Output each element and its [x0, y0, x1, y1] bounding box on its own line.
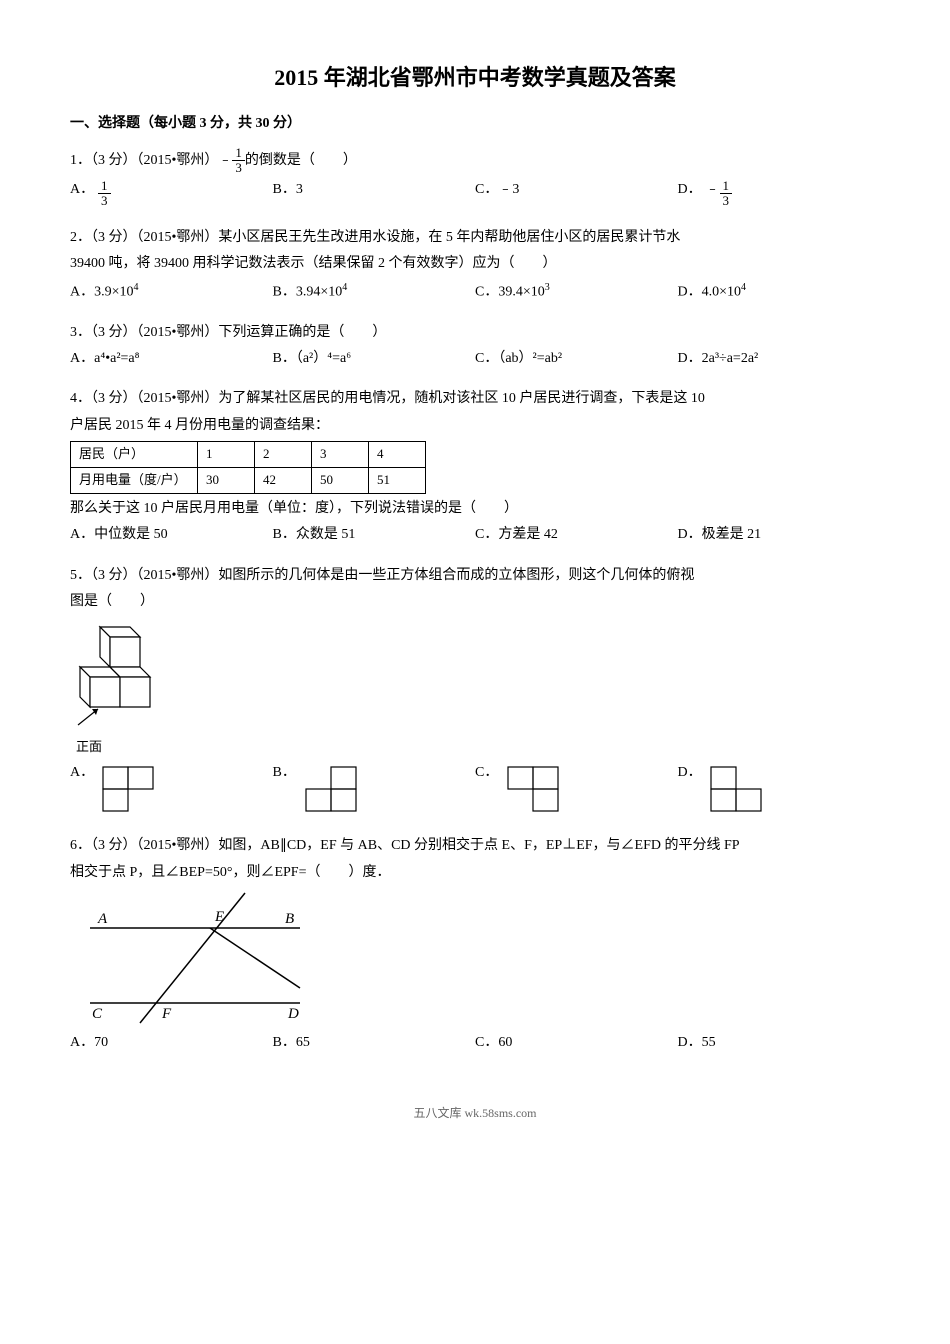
q2-line1: 2．（3 分）（2015•鄂州）某小区居民王先生改进用水设施，在 5 年内帮助他…: [70, 227, 880, 249]
question-6: 6．（3 分）（2015•鄂州）如图，AB∥CD，EF 与 AB、CD 分别相交…: [70, 835, 880, 1054]
topview-c-icon: [503, 762, 573, 817]
label-E: E: [214, 909, 224, 925]
q3-opt-a: A．a⁴•a²=a⁸: [70, 348, 273, 370]
q5-opt-d: D．: [678, 762, 881, 817]
question-1: 1．（3 分）（2015•鄂州）﹣13的倒数是（ ） A． 13 B．3 C．﹣…: [70, 146, 880, 209]
question-4: 4．（3 分）（2015•鄂州）为了解某社区居民的用电情况，随机对该社区 10 …: [70, 388, 880, 546]
cube-figure-icon: [70, 617, 170, 737]
q3-opt-d: D．2a³÷a=2a²: [678, 348, 881, 370]
q4-table: 居民（户） 1 2 3 4 月用电量（度/户） 30 42 50 51: [70, 441, 426, 494]
q2-opt-a: A．3.9×104: [70, 280, 273, 304]
q6-geometry-figure: A E B C F D: [70, 888, 320, 1028]
q4-opt-d: D．极差是 21: [678, 524, 881, 546]
topview-b-icon: [301, 762, 371, 817]
q1-stem-pre: 1．（3 分）（2015•鄂州）﹣: [70, 153, 232, 168]
q4-opt-b: B．众数是 51: [273, 524, 476, 546]
q1-frac: 13: [232, 146, 245, 176]
q4-line1: 4．（3 分）（2015•鄂州）为了解某社区居民的用电情况，随机对该社区 10 …: [70, 388, 880, 410]
q5-front-label: 正面: [76, 737, 880, 758]
page-title: 2015 年湖北省鄂州市中考数学真题及答案: [70, 60, 880, 95]
q3-stem: 3．（3 分）（2015•鄂州）下列运算正确的是（ ）: [70, 322, 880, 344]
q6-opt-c: C．60: [475, 1032, 678, 1054]
q4-opt-a: A．中位数是 50: [70, 524, 273, 546]
q4-opt-c: C．方差是 42: [475, 524, 678, 546]
topview-d-icon: [706, 762, 776, 817]
q4-line2: 户居民 2015 年 4 月份用电量的调查结果：: [70, 415, 880, 437]
page-footer: 五八文库 wk.58sms.com: [70, 1104, 880, 1123]
q2-opt-c: C．39.4×103: [475, 280, 678, 304]
q5-line2: 图是（ ）: [70, 591, 880, 613]
q6-line1: 6．（3 分）（2015•鄂州）如图，AB∥CD，EF 与 AB、CD 分别相交…: [70, 835, 880, 857]
question-5: 5．（3 分）（2015•鄂州）如图所示的几何体是由一些正方体组合而成的立体图形…: [70, 565, 880, 818]
q6-opt-d: D．55: [678, 1032, 881, 1054]
q2-opt-b: B．3.94×104: [273, 280, 476, 304]
q4-line3: 那么关于这 10 户居民月用电量（单位：度），下列说法错误的是（ ）: [70, 498, 880, 520]
table-row: 月用电量（度/户） 30 42 50 51: [71, 467, 426, 493]
label-A: A: [97, 911, 108, 927]
q3-opt-b: B．（a²）⁴=a⁶: [273, 348, 476, 370]
q1-stem-post: 的倒数是（ ）: [245, 153, 357, 168]
q3-opt-c: C．（ab）²=ab²: [475, 348, 678, 370]
q1-opt-d: D． ﹣ 13: [678, 179, 881, 209]
q5-opt-b: B．: [273, 762, 476, 817]
q1-opt-a: A． 13: [70, 179, 273, 209]
q2-line2: 39400 吨，将 39400 用科学记数法表示（结果保留 2 个有效数字）应为…: [70, 253, 880, 275]
q1-opt-c: C．﹣3: [475, 179, 678, 209]
label-C: C: [92, 1006, 103, 1022]
question-2: 2．（3 分）（2015•鄂州）某小区居民王先生改进用水设施，在 5 年内帮助他…: [70, 227, 880, 304]
q5-figure: 正面: [70, 617, 880, 758]
q5-opt-a: A．: [70, 762, 273, 817]
topview-a-icon: [98, 762, 168, 817]
q1-opt-b: B．3: [273, 179, 476, 209]
section-header: 一、选择题（每小题 3 分，共 30 分）: [70, 113, 880, 135]
label-B: B: [285, 911, 294, 927]
q5-opt-c: C．: [475, 762, 678, 817]
q6-line2: 相交于点 P，且∠BEP=50°，则∠EPF=（ ）度．: [70, 862, 880, 884]
label-F: F: [161, 1006, 172, 1022]
q6-opt-b: B．65: [273, 1032, 476, 1054]
question-3: 3．（3 分）（2015•鄂州）下列运算正确的是（ ） A．a⁴•a²=a⁸ B…: [70, 322, 880, 371]
table-row: 居民（户） 1 2 3 4: [71, 442, 426, 468]
q2-opt-d: D．4.0×104: [678, 280, 881, 304]
label-D: D: [287, 1006, 299, 1022]
q5-line1: 5．（3 分）（2015•鄂州）如图所示的几何体是由一些正方体组合而成的立体图形…: [70, 565, 880, 587]
q6-opt-a: A．70: [70, 1032, 273, 1054]
